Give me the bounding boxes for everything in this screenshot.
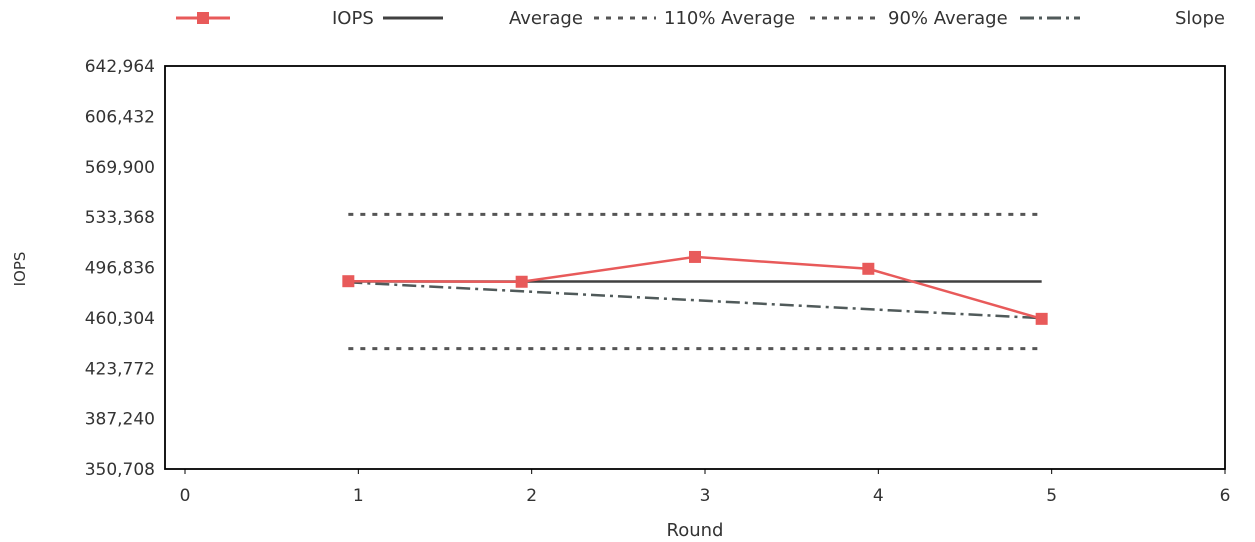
- plot-area-frame: [164, 65, 1226, 470]
- y-tick-label: 569,900: [85, 158, 155, 178]
- x-axis-ticks: 0 1 2 3 4 5 6: [180, 469, 1231, 506]
- y-tick-label: 387,240: [85, 410, 155, 430]
- x-tick-label: 6: [1220, 486, 1231, 506]
- y-axis-label: IOPS: [11, 252, 29, 287]
- y-tick-label: 606,432: [85, 107, 155, 127]
- x-tick-label: 0: [180, 486, 191, 506]
- legend: IOPS Average 110% Average 90% Average Slope: [176, 8, 1225, 29]
- y-tick-label: 533,368: [85, 208, 155, 228]
- legend-label-average: Average: [509, 8, 583, 29]
- legend-label-slope: Slope: [1175, 8, 1225, 29]
- y-tick-label: 423,772: [85, 359, 155, 379]
- iops-point-marker: [689, 250, 701, 263]
- y-tick-label: 350,708: [85, 460, 155, 480]
- y-tick-label: 460,304: [85, 309, 155, 329]
- series-layer: [342, 212, 1048, 351]
- y-tick-label: 642,964: [85, 57, 155, 77]
- x-tick-label: 5: [1046, 486, 1057, 506]
- series-line-slope: [348, 281, 1042, 320]
- legend-marker-iops: [197, 12, 209, 24]
- legend-label-90-average: 90% Average: [888, 8, 1008, 29]
- legend-label-110-average: 110% Average: [664, 8, 795, 29]
- x-tick-label: 2: [526, 486, 537, 506]
- iops-point-marker: [342, 275, 355, 288]
- x-tick-label: 1: [353, 486, 364, 506]
- x-axis-label: Round: [667, 520, 724, 541]
- iops-point-marker: [1035, 312, 1048, 325]
- x-tick-label: 3: [700, 486, 711, 506]
- x-tick-label: 4: [873, 486, 884, 506]
- iops-point-marker: [515, 275, 528, 288]
- y-tick-label: 496,836: [85, 259, 155, 279]
- iops-point-marker: [862, 262, 875, 275]
- y-axis-ticks: 350,708 387,240 423,772 460,304 496,836 533,3…: [85, 57, 155, 480]
- legend-label-iops: IOPS: [332, 8, 374, 29]
